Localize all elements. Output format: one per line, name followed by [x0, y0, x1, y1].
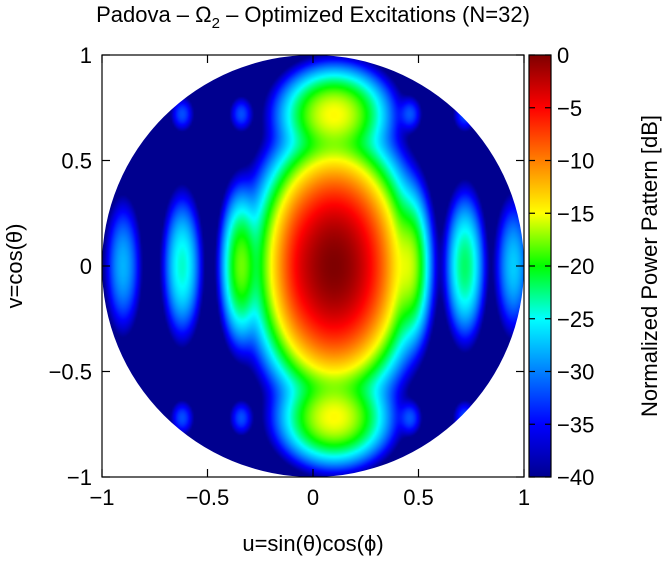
colorbar-tick-label: −20 [557, 254, 594, 279]
colorbar-tick-label: −10 [557, 149, 594, 174]
colorbar-tick-label: −25 [557, 307, 594, 332]
x-axis-ticks: −1 −0.5 0 0.5 1 [89, 55, 530, 510]
colorbar-tick-label: −35 [557, 412, 594, 437]
y-axis-ticks: −1 −0.5 0 0.5 1 [49, 43, 524, 490]
colorbar-label: Normalized Power Pattern [dB] [637, 115, 662, 417]
colorbar-tick-label: −40 [557, 465, 594, 490]
y-tick-label: 0 [80, 254, 92, 279]
y-axis-label: v=cos(θ) [2, 224, 27, 309]
x-axis-label: u=sin(θ)cos(ϕ) [242, 531, 383, 556]
colorbar-tick-label: −5 [557, 96, 582, 121]
x-tick-label: −1 [89, 485, 114, 510]
x-tick-label: 0.5 [403, 485, 434, 510]
colorbar-ticks: 0 −5 −10 −15 −20 −25 −30 −35 −40 [529, 43, 594, 490]
chart-title: Padova – Ω2 – Optimized Excitations (N=3… [96, 2, 530, 32]
colorbar-tick-label: 0 [557, 43, 569, 68]
y-tick-label: −1 [67, 465, 92, 490]
colorbar-tick-label: −15 [557, 201, 594, 226]
y-tick-label: −0.5 [49, 360, 92, 385]
y-tick-label: 1 [80, 43, 92, 68]
heatmap-image [102, 55, 524, 477]
colorbar-tick-label: −30 [557, 360, 594, 385]
x-tick-label: −0.5 [186, 485, 229, 510]
x-tick-label: 1 [518, 485, 530, 510]
y-tick-label: 0.5 [61, 149, 92, 174]
x-tick-label: 0 [307, 485, 319, 510]
